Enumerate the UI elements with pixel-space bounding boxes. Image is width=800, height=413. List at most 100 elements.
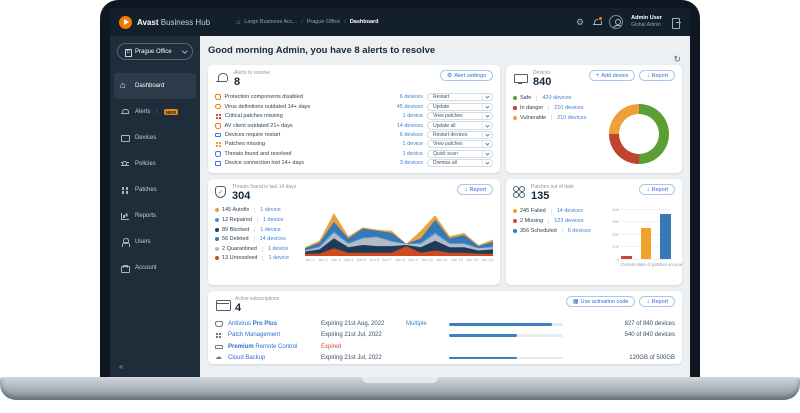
usage-bar [449, 322, 563, 326]
chevron-down-icon [485, 122, 490, 128]
grid-icon [215, 141, 221, 147]
devices-report-label: Report [651, 72, 668, 79]
alert-row: Devices require restart 6 devices Restart … [215, 130, 493, 139]
devices-legend: Safe 420 devices In danger 210 devices Vulne… [513, 94, 675, 123]
chevron-down-icon [485, 94, 490, 99]
alert-action-dropdown[interactable]: Update [427, 102, 493, 111]
sidebar-item-account[interactable]: Account [114, 255, 196, 281]
area-chart-x-labels: Jun 1 Jun 2 Jun 3 Jun 4 Jun 5 Jun 6 Jun 7 Jun 8… [305, 257, 493, 262]
legend-dot [215, 256, 219, 261]
alert-device-count-link[interactable]: 14 devices [396, 122, 423, 129]
area-chart-svg [305, 213, 493, 257]
sidebar-item-reports[interactable]: Reports [114, 203, 196, 229]
sidebar-collapse-button[interactable]: « [119, 362, 124, 371]
alert-device-count-link[interactable]: 6 devices [399, 94, 423, 101]
x-axis-label: Jun 14 [480, 257, 493, 263]
sidebar-item-policies[interactable]: Policies [114, 151, 196, 177]
activation-label: Use activation code [580, 298, 629, 305]
multiple-link[interactable]: Multiple [406, 321, 427, 328]
download-icon: ↓ [646, 298, 650, 305]
sidebar-item-dashboard[interactable]: Dashboard [114, 73, 196, 99]
alert-device-count-link[interactable]: 6 devices [399, 131, 423, 138]
sidebar-item-patches[interactable]: Patches [114, 177, 196, 203]
patches-report-button[interactable]: ↓ Report [639, 184, 675, 195]
chevron-down-icon [485, 132, 490, 137]
sidebar-item-users[interactable]: Users [114, 229, 196, 255]
subscription-name-link[interactable]: Patch Management [228, 332, 316, 338]
topbar-actions: ⚙ Admin User Global Admin [576, 15, 681, 29]
legend-device-link[interactable]: 1 device [268, 255, 289, 262]
monitor-icon [513, 72, 528, 85]
legend-dot [215, 237, 219, 242]
settings-gear-icon[interactable]: ⚙ [576, 16, 585, 27]
legend-device-link[interactable]: 14 devices [259, 236, 286, 243]
site-selector[interactable]: Prague Office [117, 43, 193, 60]
subscription-name-link[interactable]: Antivirus Pro Plus [228, 321, 316, 327]
sidebar-item-devices[interactable]: Devices [114, 125, 196, 151]
subscription-name-part: Pro Plus [252, 321, 278, 328]
alert-device-count-link[interactable]: 1 device [402, 150, 424, 157]
alert-action-dropdown[interactable]: Restart [427, 93, 493, 102]
dropdown-chevron [482, 103, 492, 110]
legend-divider [256, 217, 258, 223]
alert-action-dropdown[interactable]: Update all [427, 121, 493, 130]
legend-device-link[interactable]: 420 devices [542, 95, 572, 102]
logout-icon[interactable] [672, 17, 681, 29]
use-activation-code-button[interactable]: ▦ Use activation code [565, 296, 636, 307]
legend-device-link[interactable]: 210 devices [554, 105, 584, 112]
legend-device-link[interactable]: 1 device [262, 217, 284, 224]
monitor-icon [215, 161, 221, 166]
notifications-bell-icon[interactable] [592, 16, 603, 27]
legend-device-link[interactable]: 123 devices [554, 218, 584, 225]
devices-card-header: Devices 840 + Add device ↓ Report [513, 70, 675, 89]
y-axis-label: 100 [612, 244, 619, 250]
subscription-name-link[interactable]: Cloud Backup [228, 355, 316, 361]
legend-device-link[interactable]: 1 device [260, 226, 281, 233]
alert-device-count-link[interactable]: 1 device [402, 113, 424, 120]
breadcrumb-account[interactable]: Large Business Acc... [244, 19, 298, 25]
alert-action-label: View patches [433, 141, 463, 148]
plus-icon: + [595, 72, 600, 79]
sidebar: Prague Office Dashboard Alerts | NEW Devices… [110, 36, 200, 377]
subscriptions-report-button[interactable]: ↓ Report [639, 296, 675, 307]
threats-report-button[interactable]: ↓ Report [457, 184, 493, 195]
devices-report-button[interactable]: ↓ Report [639, 70, 675, 81]
subscription-name-link[interactable]: Premium Remote Control [228, 344, 316, 350]
alert-device-count-link[interactable]: 3 devices [399, 160, 423, 167]
legend-device-link[interactable]: 6 devices [567, 227, 591, 234]
alert-device-count-link[interactable]: 45 devices [396, 103, 423, 110]
alert-action-dropdown[interactable]: Quick scan [427, 149, 493, 158]
patches-legend-row: 2 Missing 123 devices [513, 216, 605, 226]
alert-action-dropdown[interactable]: Restart devices [427, 130, 493, 139]
alert-action-dropdown[interactable]: View patches [427, 112, 493, 121]
home-icon[interactable]: ⌂ [236, 18, 241, 26]
add-device-button[interactable]: + Add device [588, 70, 636, 81]
alert-settings-button[interactable]: ⚙ Alert settings [439, 70, 493, 81]
breadcrumb-site[interactable]: Prague Office [306, 19, 341, 25]
legend-device-link[interactable]: 210 devices [557, 114, 587, 121]
refresh-icon[interactable]: ↻ [673, 54, 681, 64]
dropdown-chevron [482, 94, 492, 101]
subscription-row: Patch Management Expiring 21st Jul, 2022 5… [215, 330, 675, 341]
user-info[interactable]: Admin User Global Admin [631, 15, 662, 28]
alert-device-count-link[interactable]: 1 device [402, 141, 424, 148]
legend-device-link[interactable]: 14 devices [556, 208, 583, 215]
alert-action-dropdown[interactable]: View patches [427, 140, 493, 149]
devices-legend-row: Safe 420 devices [513, 94, 675, 104]
breadcrumb-separator: / [301, 19, 303, 25]
alert-action-dropdown[interactable]: Dismiss all [427, 158, 493, 168]
legend-divider [561, 227, 563, 234]
alert-label: Patches missing [225, 141, 266, 148]
usage-value: 540 of 840 devices [624, 332, 675, 339]
legend-divider [551, 114, 553, 121]
ring-icon [215, 103, 221, 110]
avatar[interactable] [609, 15, 624, 29]
chevron-down-icon [485, 104, 490, 109]
alert-label: Threats found and resolved [224, 150, 292, 157]
sidebar-item-alerts[interactable]: Alerts | NEW [114, 99, 196, 125]
site-selector-label: Prague Office [135, 48, 172, 55]
legend-device-link[interactable]: 1 device [260, 207, 281, 214]
legend-device-link[interactable]: 1 device [267, 245, 289, 252]
sidebar-item-label: Patches [135, 187, 157, 193]
threats-legend-row: 89 Blocked 1 device [215, 225, 305, 235]
